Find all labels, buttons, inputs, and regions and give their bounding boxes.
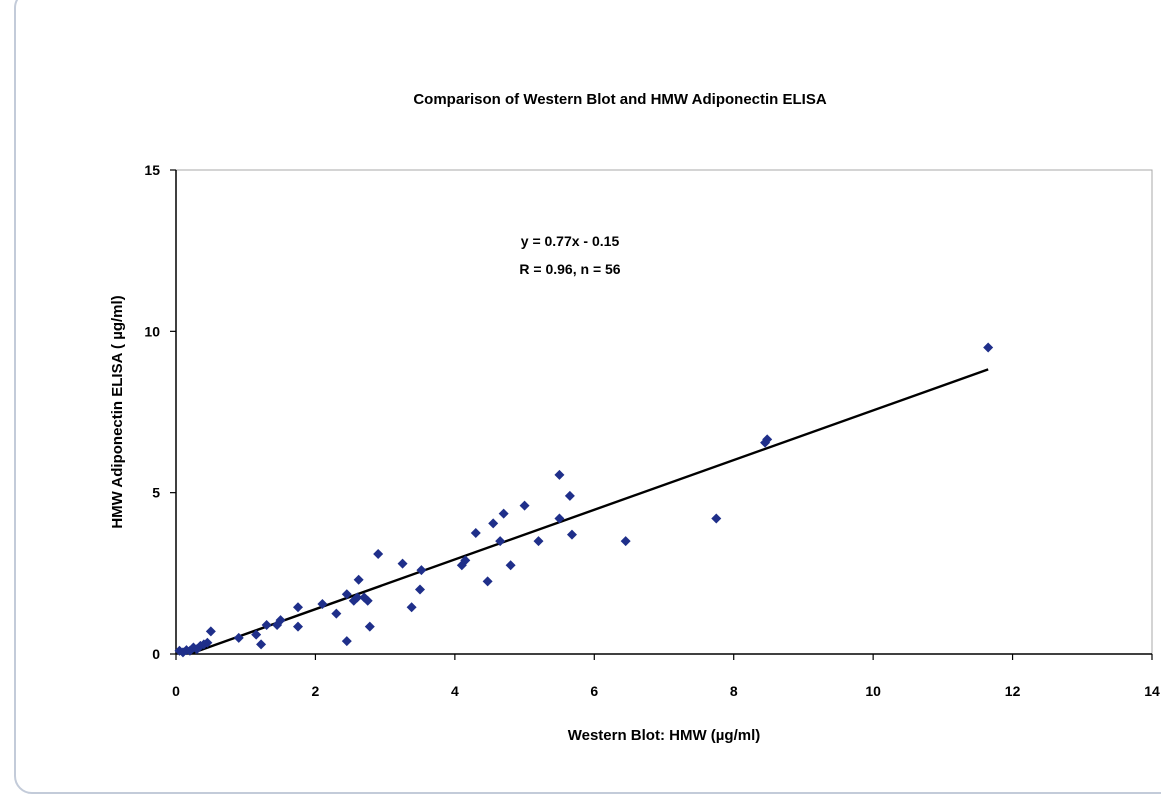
x-tick-label: 6 xyxy=(590,683,598,699)
data-point xyxy=(205,626,216,637)
data-point xyxy=(293,621,303,632)
x-tick-label: 4 xyxy=(451,683,459,699)
data-point xyxy=(317,598,328,609)
data-point xyxy=(554,513,565,524)
data-point xyxy=(406,602,417,613)
x-tick-label: 8 xyxy=(730,683,738,699)
data-point xyxy=(331,608,342,619)
axes xyxy=(170,169,1153,660)
data-point xyxy=(460,555,471,566)
trendline xyxy=(189,368,989,656)
y-tick-label: 15 xyxy=(144,162,160,178)
data-point xyxy=(495,536,506,547)
data-point xyxy=(505,560,516,571)
data-point xyxy=(488,518,499,529)
data-point xyxy=(416,565,427,576)
data-point xyxy=(233,632,244,643)
data-point xyxy=(397,558,408,569)
data-point xyxy=(482,576,493,587)
chart-frame xyxy=(14,0,1161,794)
data-point xyxy=(566,529,577,540)
x-tick-label: 10 xyxy=(865,683,881,699)
data-point xyxy=(341,636,352,647)
y-axis-label: HMW Adiponectin ELISA ( µg/ml) xyxy=(109,295,126,528)
data-point xyxy=(554,469,565,480)
x-tick-label: 0 xyxy=(172,683,180,699)
data-points xyxy=(174,342,994,658)
data-point xyxy=(564,490,575,501)
y-tick-label: 5 xyxy=(152,485,160,501)
data-point xyxy=(762,434,773,445)
data-point xyxy=(362,595,373,606)
y-tick-label: 0 xyxy=(152,646,160,662)
data-point xyxy=(620,536,631,547)
data-point xyxy=(415,584,425,595)
data-point xyxy=(341,589,352,600)
data-point xyxy=(352,592,363,603)
tick-labels: 0 2 4 6 8 10 12 14 0 5 10 15 xyxy=(144,162,1160,699)
data-point xyxy=(261,619,272,630)
data-point xyxy=(498,508,509,519)
data-point xyxy=(470,528,481,538)
data-point xyxy=(251,629,262,640)
data-point xyxy=(711,513,722,524)
data-point xyxy=(353,574,364,585)
data-point xyxy=(533,536,544,547)
data-point xyxy=(293,602,303,613)
data-point xyxy=(373,548,384,559)
x-tick-label: 14 xyxy=(1144,683,1160,699)
data-point xyxy=(364,621,375,632)
data-point xyxy=(256,639,267,650)
chart-title: Comparison of Western Blot and HMW Adipo… xyxy=(413,91,827,108)
data-point xyxy=(202,637,213,648)
x-tick-label: 12 xyxy=(1005,683,1021,699)
x-axis-label: Western Blot: HMW (µg/ml) xyxy=(568,727,761,744)
plot-area xyxy=(175,169,1153,655)
data-point xyxy=(983,342,994,353)
data-point xyxy=(519,500,530,511)
equation-annotation: y = 0.77x - 0.15 xyxy=(521,233,620,249)
data-point xyxy=(275,615,286,626)
stats-annotation: R = 0.96, n = 56 xyxy=(519,261,620,277)
y-tick-label: 10 xyxy=(144,323,160,339)
x-tick-label: 2 xyxy=(312,683,320,699)
